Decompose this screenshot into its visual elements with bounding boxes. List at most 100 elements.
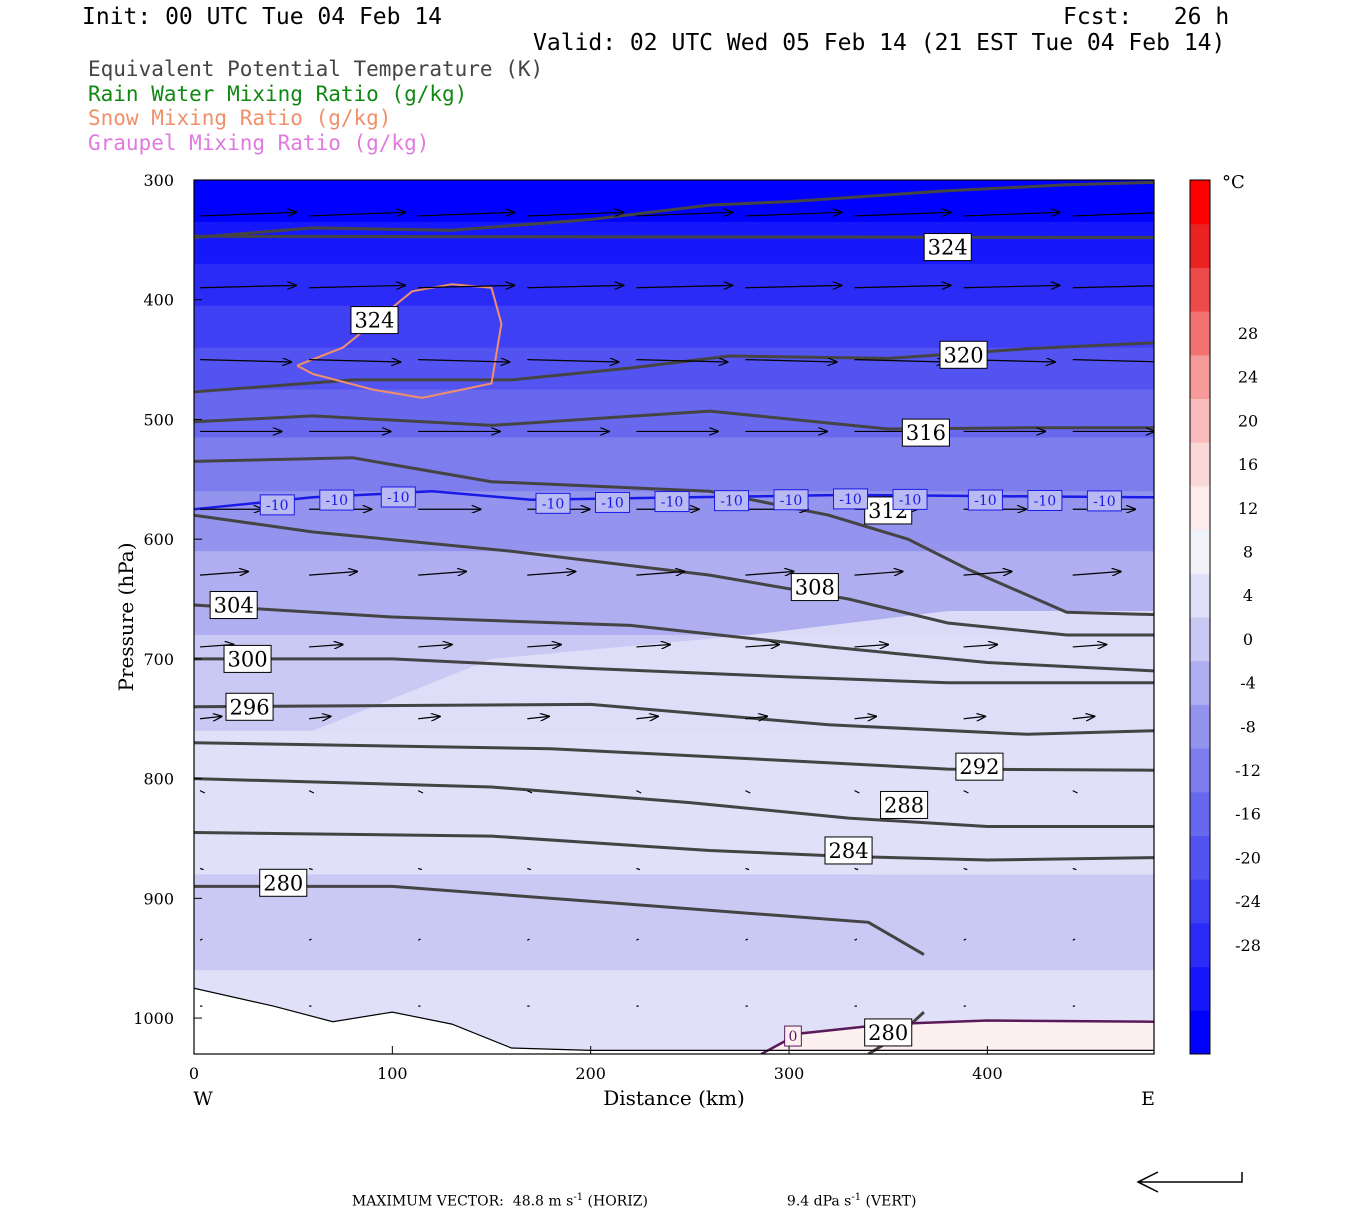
colorbar-cell — [1190, 835, 1210, 880]
wind-vector — [199, 938, 203, 941]
colorbar-tick-label: 20 — [1238, 411, 1258, 430]
colorbar-frame — [1189, 179, 1211, 1055]
x-tick-label: 300 — [774, 1064, 805, 1083]
wind-vector — [745, 867, 750, 871]
wind-vector — [418, 571, 466, 575]
isotherm-label-7: -10 — [780, 493, 803, 509]
max-vector-vert: 9.4 dPa s-1 (VERT) — [778, 1176, 917, 1210]
isotherm-label-4-box — [594, 491, 631, 513]
vert-value: 9.4 dPa s — [786, 1193, 852, 1210]
wind-vector — [636, 790, 642, 794]
forecast-hour: Fcst: 26 h — [1063, 4, 1230, 30]
wind-vector — [745, 360, 836, 362]
wind-vector — [309, 212, 405, 216]
theta-e-label-7: 300 — [228, 647, 268, 671]
max-vector-label: MAXIMUM VECTOR: 48.8 m s — [351, 1193, 574, 1210]
theta-e-label-7-box — [223, 644, 272, 673]
wind-vector — [1072, 716, 1095, 718]
legend-theta-e: Equivalent Potential Temperature (K) — [88, 57, 544, 81]
wind-vector — [418, 285, 514, 287]
theta-e-contour-4 — [194, 456, 1154, 617]
wind-vector — [309, 285, 405, 287]
wind-vector — [199, 285, 296, 287]
isotherm-label-5-box — [654, 491, 690, 513]
isotherm-label-11-box — [1027, 489, 1063, 511]
wind-vector — [854, 285, 951, 287]
wind-vector — [963, 867, 968, 871]
colorbar-tick-label: -28 — [1235, 936, 1261, 955]
colorbar-cell — [1190, 485, 1210, 531]
temp-band-2 — [194, 263, 1154, 307]
y-tick-label: 1000 — [133, 1009, 174, 1028]
temperature-fill — [194, 180, 1154, 1054]
wind-vector — [1072, 867, 1077, 871]
isotherm-label-3: -10 — [542, 496, 565, 512]
theta-e-label-9-box — [955, 752, 1004, 781]
colorbar-cell — [1190, 748, 1210, 793]
wind-vector — [854, 867, 859, 871]
wind-vector — [1072, 645, 1107, 647]
wind-vector — [418, 716, 440, 718]
colorbar-tick-label: 8 — [1243, 542, 1253, 561]
wind-vector — [854, 571, 903, 575]
axes: 0 100 200 300 400 300 400 500 600 700 800 900 1000 — [133, 171, 1002, 1083]
colorbar-cell — [1190, 617, 1210, 662]
theta-e-label-1-box — [923, 233, 972, 262]
wind-vector — [636, 716, 658, 718]
wind-vector — [963, 790, 969, 794]
isotherm-label-1: -10 — [326, 493, 349, 509]
wind-vector — [1072, 790, 1078, 794]
y-axis-label: Pressure (hPa) — [114, 543, 138, 692]
theta-e-label-8-box — [225, 692, 274, 721]
isotherm-label-8-box — [833, 488, 869, 510]
wind-vector — [527, 790, 533, 794]
wind-vector — [854, 938, 858, 941]
wind-vector — [309, 360, 400, 362]
colorbar-tick-label: 12 — [1238, 499, 1258, 518]
wind-vector — [636, 867, 641, 871]
colorbar-cell — [1190, 267, 1210, 312]
vert-exponent: -1 — [851, 1192, 862, 1203]
theta-e-label-2: 320 — [944, 343, 984, 367]
isotherm-label-2: -10 — [387, 490, 410, 506]
theta-e-label-12-box — [259, 868, 308, 897]
wind-vector — [963, 571, 1012, 575]
wind-vector — [418, 360, 509, 362]
x-tick-label: 400 — [972, 1064, 1003, 1083]
colorbar-tick-label: -16 — [1235, 805, 1261, 824]
theta-e-label-1: 324 — [928, 236, 968, 260]
theta-e-contour-1 — [194, 234, 1154, 239]
wind-vector — [527, 571, 575, 575]
temp-band-6 — [194, 437, 1154, 493]
theta-e-contour-5 — [194, 513, 1154, 637]
isotherm-label-7-box — [773, 489, 809, 511]
temp-band-warm — [761, 1020, 1154, 1054]
theta-e-contour-7 — [194, 657, 1154, 685]
isotherm-label-8: -10 — [839, 492, 862, 508]
wind-vector — [527, 716, 549, 718]
wind-vector — [854, 716, 877, 718]
wind-vector — [636, 571, 684, 575]
y-tick-label: 800 — [143, 770, 174, 789]
theta-e-contour-11 — [194, 831, 1154, 862]
y-tick-label: 600 — [143, 530, 174, 549]
wind-vector — [636, 212, 732, 216]
cross-section-chart: 3243243203163123083043002962922882842802… — [114, 171, 1261, 1110]
isotherm-label-0: -10 — [266, 498, 289, 514]
temp-band-4 — [194, 347, 1154, 391]
theta-e-label-11-box — [824, 836, 873, 865]
theta-e-contour-3 — [194, 409, 1154, 431]
isotherm-label-5: -10 — [661, 495, 684, 511]
colorbar-tick-label: 24 — [1238, 368, 1258, 387]
theta-e-label-6-box — [209, 591, 258, 620]
wind-vector — [527, 212, 623, 216]
wind-vector — [963, 212, 1060, 216]
x-tick-label: 200 — [575, 1064, 606, 1083]
colorbar-cell — [1190, 529, 1210, 574]
wind-vector — [308, 938, 312, 941]
theta-e-label-10-box — [880, 790, 929, 819]
colorbar-tick-label: 4 — [1243, 586, 1253, 605]
theta-e-label-13-box — [864, 1018, 913, 1047]
wind-vector — [963, 938, 967, 941]
x-axis-label: Distance (km) — [603, 1086, 745, 1110]
